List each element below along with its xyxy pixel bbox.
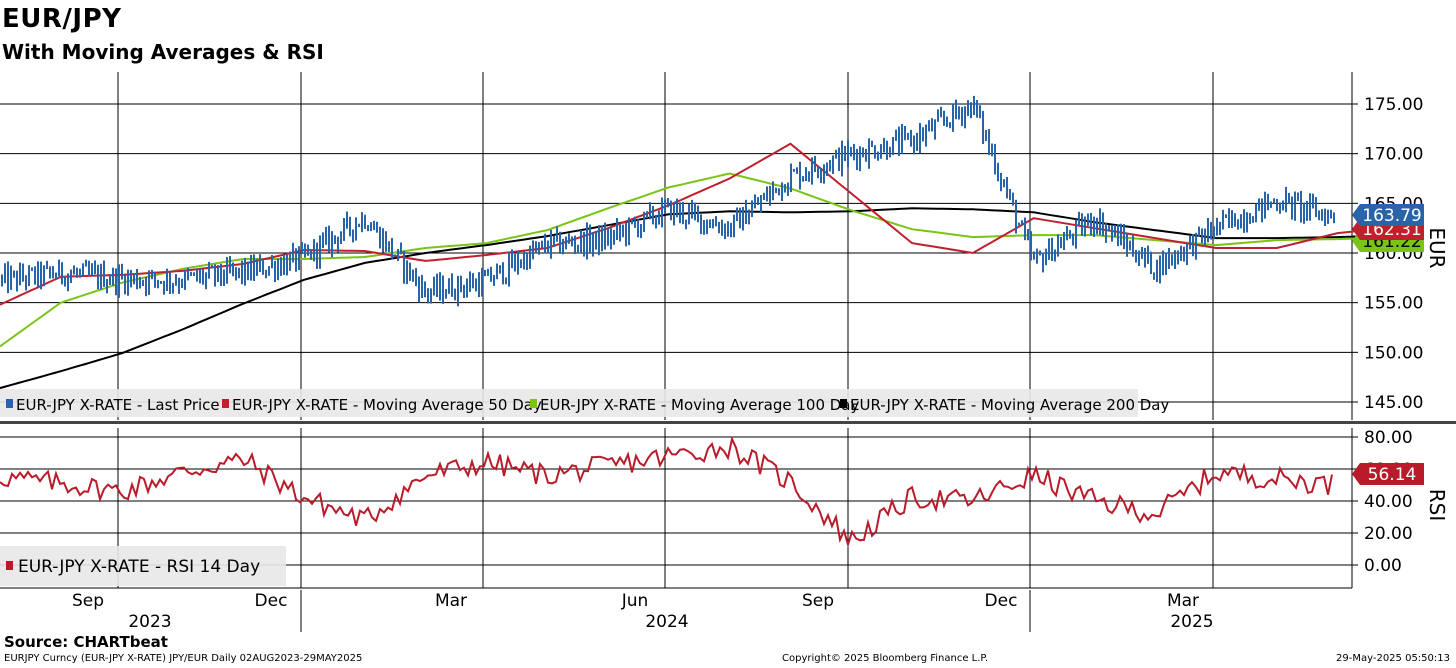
source-label: Source: CHARTbeat (4, 633, 168, 651)
rsi-tick-label: 80.00 (1364, 428, 1413, 448)
timestamp-label: 29-May-2025 05:50:13 (1336, 653, 1450, 664)
x-month-label: Mar (1167, 591, 1199, 611)
legend-swatch (6, 399, 13, 408)
rsi-line (0, 435, 1333, 548)
legend-swatch (530, 399, 537, 408)
x-month-label: Jun (621, 591, 649, 611)
legend-swatch (840, 399, 847, 408)
x-month-label: Dec (255, 591, 288, 611)
price-last-tag-bg (1352, 204, 1424, 226)
copyright-label: Copyright© 2025 Bloomberg Finance L.P. (782, 653, 989, 664)
x-year-label: 2024 (645, 612, 688, 632)
price-tick-label: 150.00 (1364, 343, 1423, 363)
rsi-legend-bg (0, 546, 286, 586)
rsi-tick-label: 20.00 (1364, 524, 1413, 544)
x-month-label: Sep (72, 591, 104, 611)
price-last-tag: 163.79 (1352, 204, 1424, 226)
legend-label: EUR-JPY X-RATE - Last Price (16, 396, 220, 414)
x-month-label: Mar (435, 591, 467, 611)
price-tick-label: 155.00 (1364, 294, 1423, 314)
rsi-axis-title: RSI (1425, 489, 1449, 522)
rsi-last-tag-text: 56.14 (1368, 465, 1417, 485)
rsi-tick-label: 40.00 (1364, 492, 1413, 512)
x-year-label: 2025 (1170, 612, 1213, 632)
legend-label: EUR-JPY X-RATE - RSI 14 Day (18, 557, 260, 577)
price-last-tag-text: 163.79 (1362, 206, 1421, 226)
chart-title: EUR/JPY (2, 4, 122, 34)
price-legend-bg (0, 389, 1138, 417)
price-tick-label: 145.00 (1364, 393, 1423, 413)
price-tick-label: 170.00 (1364, 145, 1423, 165)
legend-swatch (222, 399, 229, 408)
ma200-line (0, 207, 1362, 390)
price-axis-title: EUR (1425, 227, 1449, 268)
rsi-legend: EUR-JPY X-RATE - RSI 14 Day (0, 546, 286, 586)
legend-label: EUR-JPY X-RATE - Moving Average 200 Day (850, 396, 1169, 414)
chart-subtitle: With Moving Averages & RSI (2, 40, 324, 64)
security-description: EURJPY Curncy (EUR-JPY X-RATE) JPY/EUR D… (4, 653, 363, 664)
legend-label: EUR-JPY X-RATE - Moving Average 100 Day (540, 396, 859, 414)
price-tick-label: 175.00 (1364, 95, 1423, 115)
legend-swatch (6, 561, 13, 570)
rsi-tick-label: 0.00 (1364, 556, 1402, 576)
panel-separator (0, 421, 1456, 424)
rsi-last-tag: 56.14 (1352, 463, 1424, 485)
x-month-label: Sep (802, 591, 834, 611)
x-year-label: 2023 (128, 612, 171, 632)
price-bars (1, 95, 1335, 307)
legend-label: EUR-JPY X-RATE - Moving Average 50 Day (232, 396, 542, 414)
x-month-label: Dec (985, 591, 1018, 611)
rsi-last-tag-bg (1352, 463, 1424, 485)
price-legend: EUR-JPY X-RATE - Last Price EUR-JPY X-RAT… (0, 389, 1169, 417)
